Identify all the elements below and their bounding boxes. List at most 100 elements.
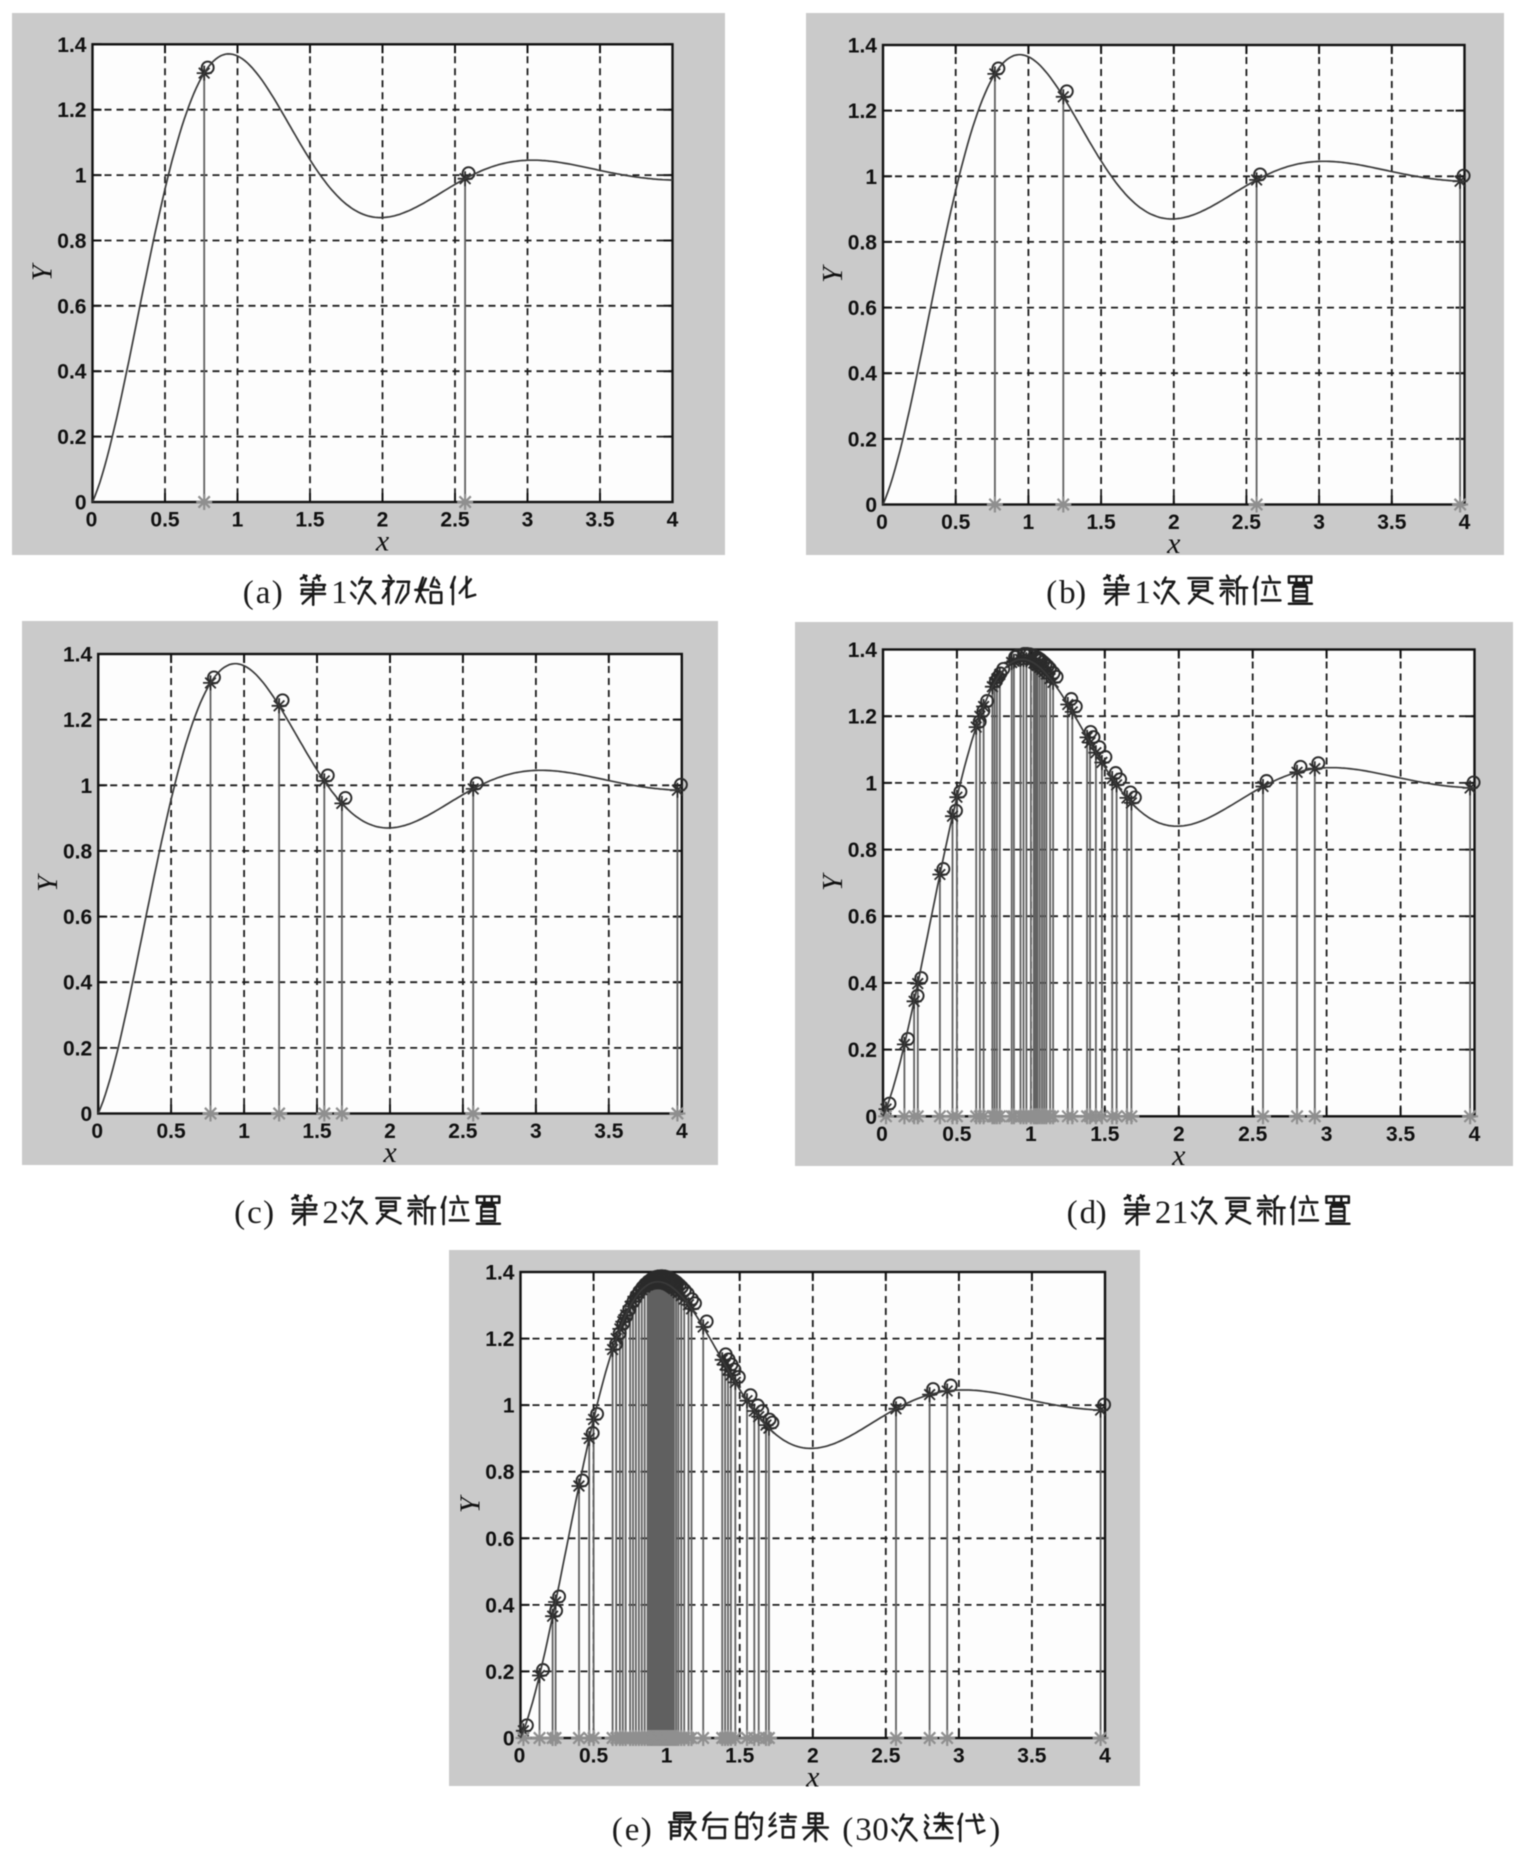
svg-text:2.5: 2.5 [871,1745,901,1768]
svg-text:): ) [1096,1195,1107,1231]
svg-text:0.8: 0.8 [848,839,878,862]
svg-text:1: 1 [81,775,93,798]
svg-text:1.2: 1.2 [485,1328,514,1351]
svg-text:3: 3 [855,1812,872,1848]
svg-text:1: 1 [75,165,87,188]
svg-text:c: c [247,1195,262,1231]
svg-text:2.5: 2.5 [440,509,470,532]
svg-text:x: x [382,1136,397,1169]
svg-text:0.2: 0.2 [848,428,877,451]
svg-text:1.5: 1.5 [725,1745,755,1768]
svg-text:1: 1 [238,1120,250,1143]
svg-text:0: 0 [514,1745,526,1768]
svg-text:1: 1 [1172,1195,1189,1231]
svg-text:0.4: 0.4 [63,972,93,995]
svg-text:0.8: 0.8 [485,1461,515,1484]
svg-text:2: 2 [807,1745,819,1768]
svg-text:2: 2 [322,1195,339,1231]
svg-text:Y: Y [32,873,64,892]
svg-text:1.4: 1.4 [63,644,93,667]
svg-text:x: x [1166,527,1181,560]
svg-text:3: 3 [953,1745,965,1768]
svg-text:0: 0 [876,1123,888,1146]
svg-text:0.4: 0.4 [485,1594,515,1617]
svg-text:4: 4 [1469,1123,1481,1146]
svg-text:1.2: 1.2 [57,99,86,122]
svg-text:4: 4 [1099,1745,1111,1768]
svg-text:x: x [375,525,390,558]
svg-text:3.5: 3.5 [1386,1123,1416,1146]
svg-text:0: 0 [865,494,877,517]
svg-text:0.4: 0.4 [848,363,878,386]
svg-text:1: 1 [865,772,877,795]
svg-text:1.4: 1.4 [485,1262,515,1285]
svg-text:d: d [1080,1195,1097,1231]
svg-text:a: a [256,575,271,611]
svg-text:0.6: 0.6 [485,1528,514,1551]
svg-text:): ) [263,1195,274,1231]
svg-text:1: 1 [331,575,348,611]
svg-text:b: b [1059,575,1076,611]
svg-text:0.5: 0.5 [150,509,180,532]
svg-text:0.8: 0.8 [63,840,93,863]
svg-text:): ) [989,1812,1000,1848]
svg-text:3.5: 3.5 [594,1120,624,1143]
svg-text:Y: Y [27,262,59,281]
svg-text:(: ( [612,1812,623,1848]
svg-text:0.6: 0.6 [848,297,877,320]
svg-text:0: 0 [91,1120,103,1143]
svg-text:1.4: 1.4 [57,34,87,57]
svg-text:1: 1 [1023,511,1035,534]
svg-text:0.5: 0.5 [942,1123,972,1146]
svg-text:1.5: 1.5 [295,509,325,532]
svg-text:): ) [272,575,283,611]
svg-text:1.2: 1.2 [63,709,92,732]
svg-text:x: x [1171,1139,1186,1172]
svg-text:1: 1 [1025,1123,1037,1146]
svg-text:0.2: 0.2 [485,1661,514,1684]
svg-text:0: 0 [86,509,98,532]
svg-text:0.6: 0.6 [848,906,877,929]
svg-text:(: ( [1067,1195,1078,1231]
svg-text:0.2: 0.2 [57,426,86,449]
svg-text:0: 0 [872,1812,889,1848]
svg-text:0.5: 0.5 [941,511,971,534]
svg-text:2: 2 [1168,511,1180,534]
svg-text:1: 1 [1134,575,1151,611]
svg-text:Y: Y [817,264,849,283]
svg-text:2: 2 [384,1120,396,1143]
svg-text:x: x [805,1761,820,1794]
svg-text:0: 0 [75,492,87,515]
svg-text:0.6: 0.6 [63,906,92,929]
svg-text:3: 3 [1321,1123,1333,1146]
svg-text:3: 3 [522,509,534,532]
svg-text:4: 4 [1459,511,1471,534]
svg-text:4: 4 [667,509,679,532]
svg-text:2.5: 2.5 [1238,1123,1268,1146]
svg-text:1.2: 1.2 [848,706,877,729]
svg-text:3.5: 3.5 [1377,511,1407,534]
svg-text:2.5: 2.5 [448,1120,478,1143]
svg-text:2: 2 [1173,1123,1185,1146]
svg-text:3.5: 3.5 [585,509,615,532]
svg-text:1: 1 [232,509,244,532]
svg-text:3.5: 3.5 [1017,1745,1047,1768]
svg-text:0.5: 0.5 [579,1745,609,1768]
svg-text:0.5: 0.5 [156,1120,186,1143]
svg-text:0.4: 0.4 [57,361,87,384]
svg-text:(: ( [243,575,254,611]
svg-text:Y: Y [455,1494,487,1513]
svg-text:2: 2 [377,509,389,532]
svg-text:2: 2 [1155,1195,1172,1231]
svg-text:1: 1 [503,1395,515,1418]
svg-text:Y: Y [817,872,849,891]
svg-text:0: 0 [865,1106,877,1129]
svg-text:1.4: 1.4 [848,35,878,58]
svg-text:(: ( [842,1812,853,1848]
svg-text:1.5: 1.5 [302,1120,332,1143]
svg-text:1.5: 1.5 [1086,511,1116,534]
svg-text:1.2: 1.2 [848,100,877,123]
svg-text:): ) [641,1812,652,1848]
svg-text:e: e [625,1812,640,1848]
svg-text:0.4: 0.4 [848,972,878,995]
